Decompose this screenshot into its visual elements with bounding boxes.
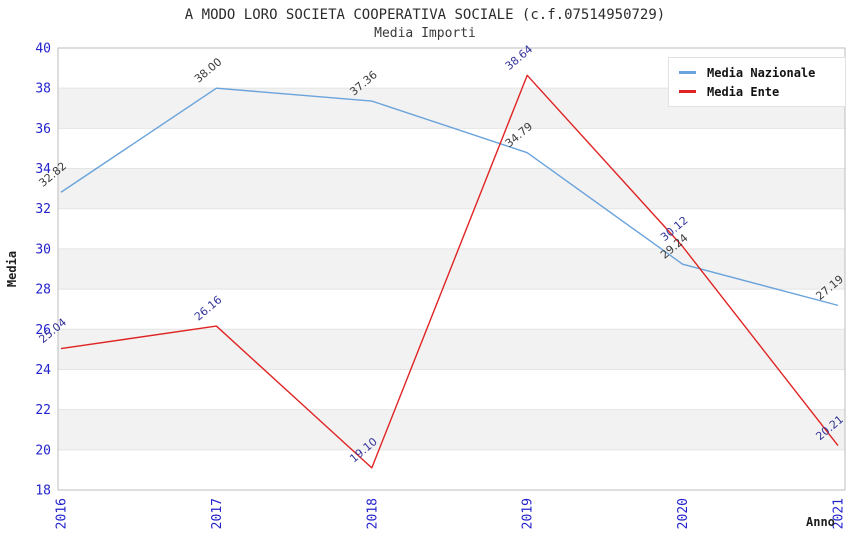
legend-swatch-media-ente-icon xyxy=(679,90,696,93)
legend-item-media-ente: Media Ente xyxy=(679,82,845,101)
svg-text:38.00: 38.00 xyxy=(192,55,224,85)
svg-text:32: 32 xyxy=(35,202,51,217)
legend-label-media-nazionale: Media Nazionale xyxy=(707,65,816,80)
y-axis-title: Media xyxy=(5,250,19,288)
legend: Media Nazionale Media Ente xyxy=(668,57,846,107)
svg-text:2016: 2016 xyxy=(55,498,70,529)
legend-item-media-nazionale: Media Nazionale xyxy=(679,63,845,82)
svg-text:30: 30 xyxy=(35,242,51,257)
svg-text:38.64: 38.64 xyxy=(503,43,535,73)
svg-text:26.16: 26.16 xyxy=(192,293,224,323)
svg-text:36: 36 xyxy=(35,122,51,137)
svg-text:22: 22 xyxy=(35,403,51,418)
svg-text:28: 28 xyxy=(35,283,51,298)
svg-text:18: 18 xyxy=(35,484,51,499)
svg-text:24: 24 xyxy=(35,363,51,378)
svg-text:2019: 2019 xyxy=(521,498,536,529)
chart-title: A MODO LORO SOCIETA COOPERATIVA SOCIALE … xyxy=(184,7,666,23)
chart-subtitle: Media Importi xyxy=(374,26,476,41)
svg-text:2018: 2018 xyxy=(365,498,380,529)
svg-text:2020: 2020 xyxy=(676,498,691,529)
svg-text:34: 34 xyxy=(35,162,51,177)
x-axis-title: Anno xyxy=(806,515,835,529)
svg-text:40: 40 xyxy=(35,42,51,57)
legend-label-media-ente: Media Ente xyxy=(707,84,780,99)
svg-text:38: 38 xyxy=(35,82,51,97)
svg-text:2017: 2017 xyxy=(210,498,225,529)
legend-swatch-media-nazionale-icon xyxy=(679,71,696,74)
svg-text:20: 20 xyxy=(35,443,51,458)
svg-text:2021: 2021 xyxy=(832,498,847,529)
svg-text:26: 26 xyxy=(35,323,51,338)
